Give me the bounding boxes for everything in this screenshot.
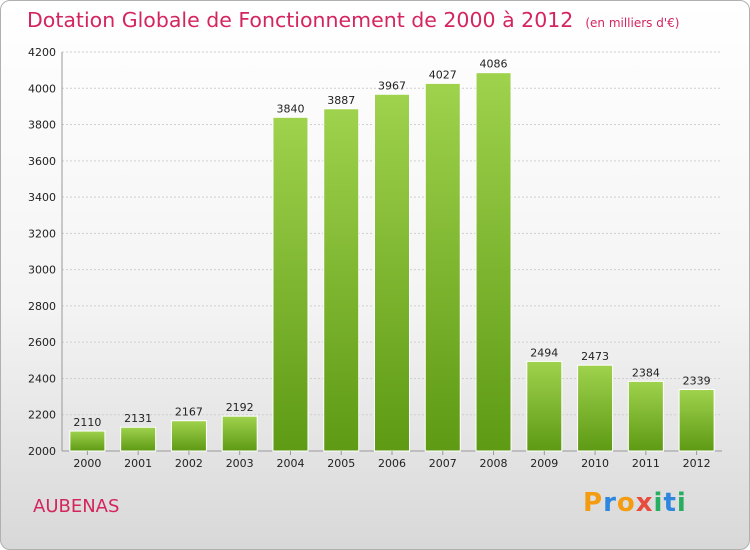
bar xyxy=(120,426,157,452)
y-tick-label: 2000 xyxy=(28,445,56,458)
bar xyxy=(221,415,258,452)
bar xyxy=(170,420,207,452)
bar-value-label: 2110 xyxy=(73,416,101,429)
bar xyxy=(272,116,309,452)
bar-value-label: 2192 xyxy=(226,401,254,414)
x-tick-label: 2000 xyxy=(73,457,101,470)
bar xyxy=(526,360,563,452)
chart-title-text: Dotation Globale de Fonctionnement de 20… xyxy=(27,8,574,32)
y-tick-label: 2600 xyxy=(28,336,56,349)
x-tick-label: 2001 xyxy=(124,457,152,470)
y-tick-label: 4000 xyxy=(28,82,56,95)
logo-letter: P xyxy=(583,488,604,518)
x-tick-label: 2008 xyxy=(480,457,508,470)
x-tick-label: 2007 xyxy=(429,457,457,470)
x-tick-label: 2009 xyxy=(530,457,558,470)
x-tick-label: 2002 xyxy=(175,457,203,470)
bar xyxy=(323,108,360,452)
chart-unit: (en milliers d'€) xyxy=(585,16,680,30)
y-tick-label: 3400 xyxy=(28,191,56,204)
proxiti-logo: Proxiti xyxy=(583,488,687,518)
logo-letter: t xyxy=(663,488,677,518)
logo-letter: r xyxy=(603,488,617,518)
bar-value-label: 2384 xyxy=(632,366,660,379)
y-tick-label: 3200 xyxy=(28,227,56,240)
bar-value-label: 3840 xyxy=(276,102,304,115)
y-tick-label: 2400 xyxy=(28,372,56,385)
x-tick-label: 2012 xyxy=(683,457,711,470)
logo-letter: i xyxy=(676,488,687,518)
bar xyxy=(627,380,664,452)
logo-letter: o xyxy=(616,488,636,518)
bar-value-label: 2473 xyxy=(581,350,609,363)
y-tick-label: 2200 xyxy=(28,409,56,422)
bar xyxy=(475,72,512,452)
x-tick-label: 2005 xyxy=(327,457,355,470)
bar-value-label: 3887 xyxy=(327,94,355,107)
bar-value-label: 4027 xyxy=(429,68,457,81)
bar xyxy=(69,430,106,452)
bar-value-label: 2339 xyxy=(683,375,711,388)
x-tick-label: 2004 xyxy=(276,457,304,470)
logo-letter: x xyxy=(635,488,654,518)
bar xyxy=(577,364,614,452)
bar-value-label: 2167 xyxy=(175,406,203,419)
bar-value-label: 3967 xyxy=(378,79,406,92)
logo-letter: i xyxy=(653,488,664,518)
y-tick-label: 2800 xyxy=(28,300,56,313)
x-tick-label: 2010 xyxy=(581,457,609,470)
bar xyxy=(424,82,461,452)
x-tick-label: 2003 xyxy=(226,457,254,470)
y-tick-label: 3800 xyxy=(28,119,56,132)
y-tick-label: 3600 xyxy=(28,155,56,168)
bar-value-label: 4086 xyxy=(480,58,508,71)
bar-value-label: 2131 xyxy=(124,412,152,425)
x-tick-label: 2011 xyxy=(632,457,660,470)
chart-title: Dotation Globale de Fonctionnement de 20… xyxy=(27,8,679,32)
x-tick-label: 2006 xyxy=(378,457,406,470)
bar-value-label: 2494 xyxy=(530,346,558,359)
bar xyxy=(678,389,715,452)
y-tick-label: 3000 xyxy=(28,264,56,277)
y-tick-label: 4200 xyxy=(28,46,56,59)
city-name: AUBENAS xyxy=(33,496,120,517)
bar xyxy=(374,93,410,452)
